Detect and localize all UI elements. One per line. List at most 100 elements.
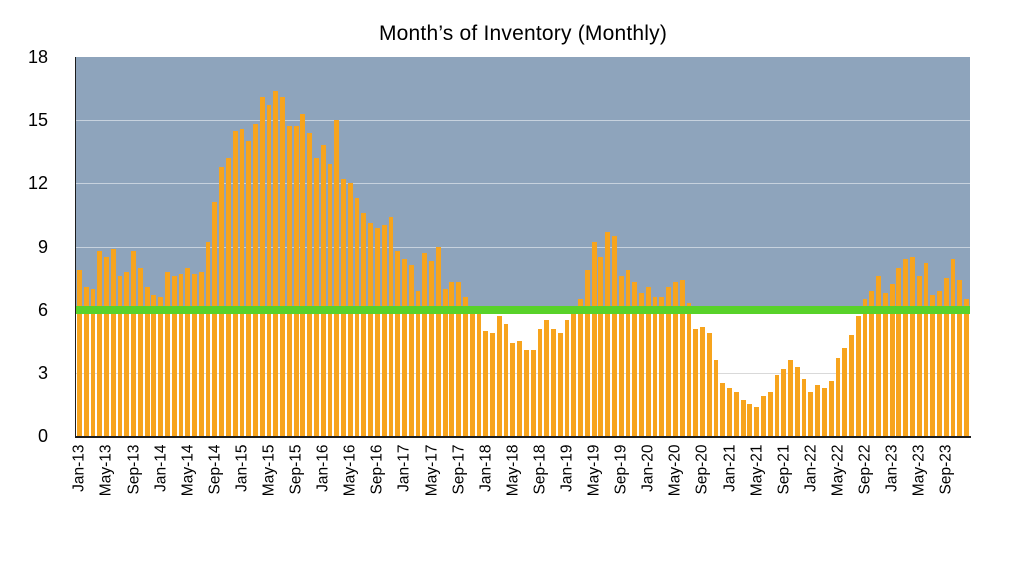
bar-Sep-22 <box>862 299 868 436</box>
bar-Apr-23 <box>910 257 915 436</box>
bar-Jul-14 <box>198 271 204 436</box>
x-tick-Jan-21: Jan-21 <box>721 444 739 492</box>
x-tick-Jan-19: Jan-19 <box>558 444 576 492</box>
bar-Jan-17 <box>402 259 407 436</box>
bar-Jun-18 <box>517 341 522 436</box>
bar-Oct-18 <box>544 320 550 436</box>
x-tick-May-16: May-16 <box>341 444 359 497</box>
bar-Dec-20 <box>720 383 726 436</box>
x-tick-Jan-17: Jan-17 <box>395 444 413 492</box>
bar-Feb-21 <box>733 391 739 436</box>
bar-Feb-19 <box>571 311 577 436</box>
x-tick-Sep-15: Sep-15 <box>287 444 305 495</box>
x-tick-Sep-23: Sep-23 <box>937 444 955 495</box>
x-tick-May-17: May-17 <box>423 444 441 497</box>
bar-Nov-13 <box>144 286 150 436</box>
bar-Sep-13 <box>131 250 136 436</box>
chart-title: Month’s of Inventory (Monthly) <box>378 22 668 45</box>
bar-Oct-23 <box>950 259 956 436</box>
bar-Jul-13 <box>117 275 123 436</box>
bar-Sep-15 <box>293 126 299 436</box>
bar-Mar-18 <box>496 315 502 436</box>
x-tick-May-19: May-19 <box>585 444 603 497</box>
bar-Nov-22 <box>876 275 881 436</box>
gridline-12 <box>76 183 970 185</box>
y-tick-12: 12 <box>27 173 48 194</box>
x-tick-Sep-17: Sep-17 <box>450 444 468 495</box>
bar-Jan-23 <box>889 284 895 436</box>
bar-Oct-21 <box>788 360 793 436</box>
bar-Dec-18 <box>557 332 563 436</box>
bar-Oct-15 <box>300 113 306 436</box>
bar-Dec-15 <box>314 158 319 436</box>
bar-Apr-13 <box>97 250 103 436</box>
y-tick-3: 3 <box>37 362 48 383</box>
bar-Aug-17 <box>449 282 455 436</box>
bar-Sep-21 <box>781 368 787 436</box>
bar-Jun-13 <box>110 248 116 436</box>
bar-Mar-13 <box>90 288 96 436</box>
x-tick-May-13: May-13 <box>97 444 115 497</box>
bar-Jan-20 <box>645 286 651 436</box>
bar-Mar-22 <box>821 387 827 436</box>
bar-Jul-17 <box>442 288 448 436</box>
bar-Jul-15 <box>280 97 285 436</box>
bar-Jul-23 <box>930 294 936 436</box>
bar-Feb-14 <box>165 271 170 436</box>
bar-Jul-16 <box>361 212 367 436</box>
x-tick-May-14: May-14 <box>179 444 197 497</box>
bar-Sep-19 <box>618 275 624 436</box>
x-tick-Jan-15: Jan-15 <box>233 444 251 492</box>
bar-Jul-19 <box>605 231 611 436</box>
bar-Mar-16 <box>334 120 340 436</box>
reference-line-six <box>76 305 970 314</box>
x-tick-Sep-14: Sep-14 <box>206 444 224 495</box>
bar-Aug-21 <box>774 374 780 436</box>
x-tick-May-20: May-20 <box>666 444 684 497</box>
bar-Dec-21 <box>801 379 807 436</box>
bar-May-20 <box>672 282 678 436</box>
x-tick-May-22: May-22 <box>829 444 847 497</box>
x-tick-Jan-16: Jan-16 <box>314 444 332 492</box>
bar-Aug-19 <box>612 235 617 436</box>
bar-Feb-22 <box>815 385 820 436</box>
bar-Feb-15 <box>246 141 252 436</box>
bar-Mar-15 <box>253 124 258 436</box>
bar-Dec-19 <box>639 292 644 436</box>
x-tick-Sep-18: Sep-18 <box>531 444 549 495</box>
bar-Aug-13 <box>124 271 130 436</box>
bar-Jan-18 <box>483 330 489 436</box>
bar-May-18 <box>510 343 516 436</box>
bar-Mar-23 <box>903 259 909 436</box>
bar-Aug-22 <box>855 315 861 436</box>
bar-Aug-18 <box>530 349 536 436</box>
x-tick-May-21: May-21 <box>748 444 766 497</box>
y-tick-15: 15 <box>27 110 48 131</box>
x-tick-Jan-23: Jan-23 <box>883 444 901 492</box>
gridline-3 <box>76 372 970 374</box>
bar-Aug-23 <box>937 290 942 436</box>
x-tick-Sep-21: Sep-21 <box>775 444 793 495</box>
bar-May-22 <box>835 358 841 436</box>
bar-Jun-23 <box>923 263 929 436</box>
bar-Oct-13 <box>137 267 143 436</box>
bar-Dec-17 <box>476 313 482 436</box>
bar-Nov-19 <box>632 282 638 436</box>
y-tick-0: 0 <box>37 426 48 446</box>
x-tick-Jan-22: Jan-22 <box>802 444 820 492</box>
bar-May-21 <box>754 406 760 436</box>
bar-Nov-15 <box>307 132 313 436</box>
bar-Jan-13 <box>76 269 82 436</box>
bar-May-14 <box>185 267 191 436</box>
bar-Feb-17 <box>408 265 414 436</box>
bar-Dec-13 <box>151 294 157 436</box>
bar-Nov-14 <box>225 158 231 436</box>
bar-Sep-16 <box>374 227 380 436</box>
bar-Jan-15 <box>239 128 245 436</box>
bar-May-15 <box>266 105 272 436</box>
x-axis-line <box>74 436 971 438</box>
bar-Nov-21 <box>794 366 800 436</box>
bar-Jun-16 <box>354 198 360 436</box>
y-axis-line <box>74 57 76 438</box>
bar-Jun-20 <box>679 280 685 436</box>
